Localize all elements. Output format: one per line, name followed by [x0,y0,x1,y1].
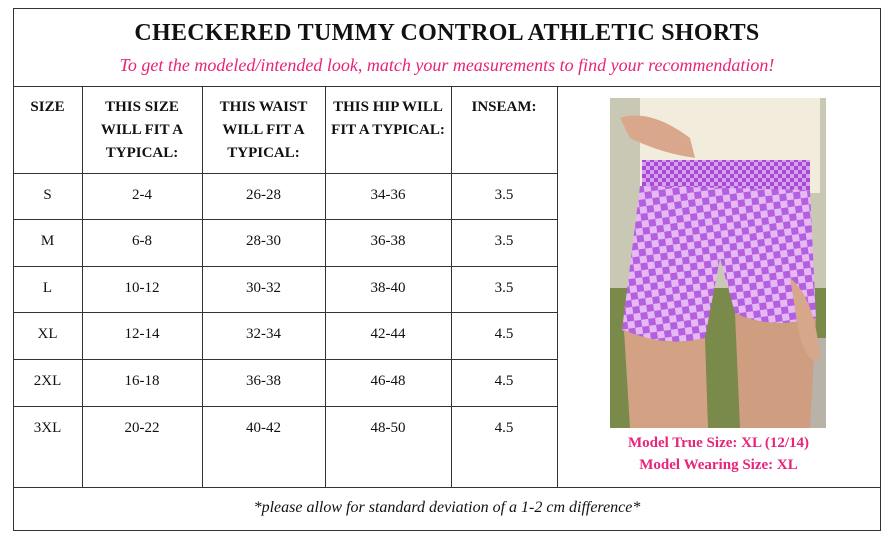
row-divider [13,312,557,313]
divider [13,86,881,87]
model-wearing-size: Model Wearing Size: XL [639,457,798,473]
footer-note: *please allow for standard deviation of … [253,499,641,516]
row-divider [13,173,557,174]
column-divider [82,86,83,487]
table-cell: 6-8 [132,233,152,249]
title: CHECKERED TUMMY CONTROL ATHLETIC SHORTS [134,20,760,46]
row-divider [13,219,557,220]
table-cell: 2-4 [132,187,152,203]
table-cell: 38-40 [370,280,406,296]
table-cell: 36-38 [246,373,281,389]
column-divider [325,86,326,487]
column-header: SIZE [30,99,65,115]
row-divider [13,266,557,267]
table-cell: M [40,233,55,249]
model-true-size: Model True Size: XL (12/14) [627,435,810,451]
model-photo [610,98,826,428]
column-header: INSEAM: [471,99,537,115]
table-cell: 42-44 [370,326,406,342]
table-cell: 28-30 [246,233,281,249]
row-divider [13,406,557,407]
table-cell: 40-42 [246,420,281,436]
table-cell: 26-28 [246,187,281,203]
table-cell: 46-48 [370,373,406,389]
table-cell: 36-38 [370,233,406,249]
column-header: THIS SIZE WILL FIT A TYPICAL: [100,99,184,161]
table-cell: 34-36 [370,187,406,203]
table-cell: 10-12 [124,280,160,296]
table-cell: L [42,280,53,296]
frame [13,8,881,531]
table-cell: 4.5 [494,373,514,389]
table-cell: 16-18 [124,373,160,389]
column-header: THIS HIP WILL FIT A TYPICAL: [331,99,445,138]
table-cell: S [43,187,52,203]
table-cell: 3XL [33,420,62,436]
table-cell: XL [37,326,58,342]
table-cell: 3.5 [494,280,514,296]
column-divider [202,86,203,487]
table-cell: 4.5 [494,420,514,436]
table-cell: 48-50 [370,420,406,436]
table-cell: 12-14 [124,326,160,342]
table-cell: 30-32 [246,280,281,296]
table-cell: 32-34 [246,326,281,342]
table-cell: 4.5 [494,326,514,342]
table-cell: 20-22 [124,420,160,436]
column-divider [451,86,452,487]
subtitle: To get the modeled/intended look, match … [119,55,775,75]
column-header: THIS WAIST WILL FIT A TYPICAL: [219,99,308,161]
row-divider [13,359,557,360]
table-cell: 2XL [33,373,62,389]
divider [13,487,881,488]
divider [557,86,558,487]
table-cell: 3.5 [494,233,514,249]
table-cell: 3.5 [494,187,514,203]
